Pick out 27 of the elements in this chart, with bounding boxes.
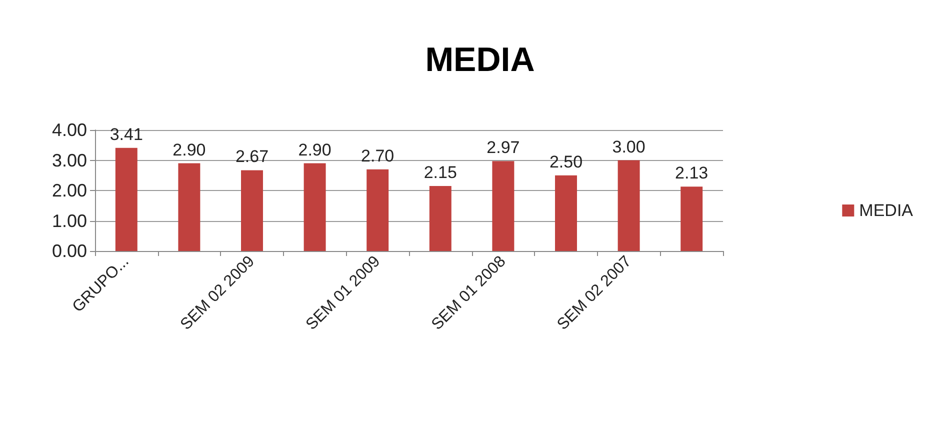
bar [555, 175, 577, 251]
bar [304, 163, 326, 251]
data-label: 2.67 [235, 147, 269, 166]
bar [618, 160, 640, 251]
data-label: 3.41 [110, 124, 143, 144]
bar [680, 186, 703, 251]
y-tick-label: 0.00 [52, 241, 87, 261]
data-label: 2.90 [298, 140, 332, 160]
bar [492, 161, 514, 251]
y-tick-label: 1.00 [52, 210, 87, 231]
bar [178, 163, 200, 251]
legend-label: MEDIA [859, 201, 914, 220]
y-tick-label: 2.00 [52, 180, 87, 200]
chart-title: MEDIA [425, 41, 535, 79]
bar [241, 170, 263, 251]
data-label: 2.50 [549, 152, 583, 172]
data-label: 3.00 [612, 137, 646, 156]
data-label: 2.70 [361, 146, 394, 166]
y-tick-label: 4.00 [52, 120, 87, 140]
y-tick-label: 3.00 [52, 150, 87, 170]
bar [429, 186, 452, 251]
bar [115, 148, 138, 251]
data-label: 2.97 [486, 138, 520, 158]
bar [366, 169, 389, 251]
data-label: 2.13 [675, 164, 708, 183]
data-label: 2.90 [172, 140, 206, 160]
data-label: 2.15 [424, 162, 457, 182]
